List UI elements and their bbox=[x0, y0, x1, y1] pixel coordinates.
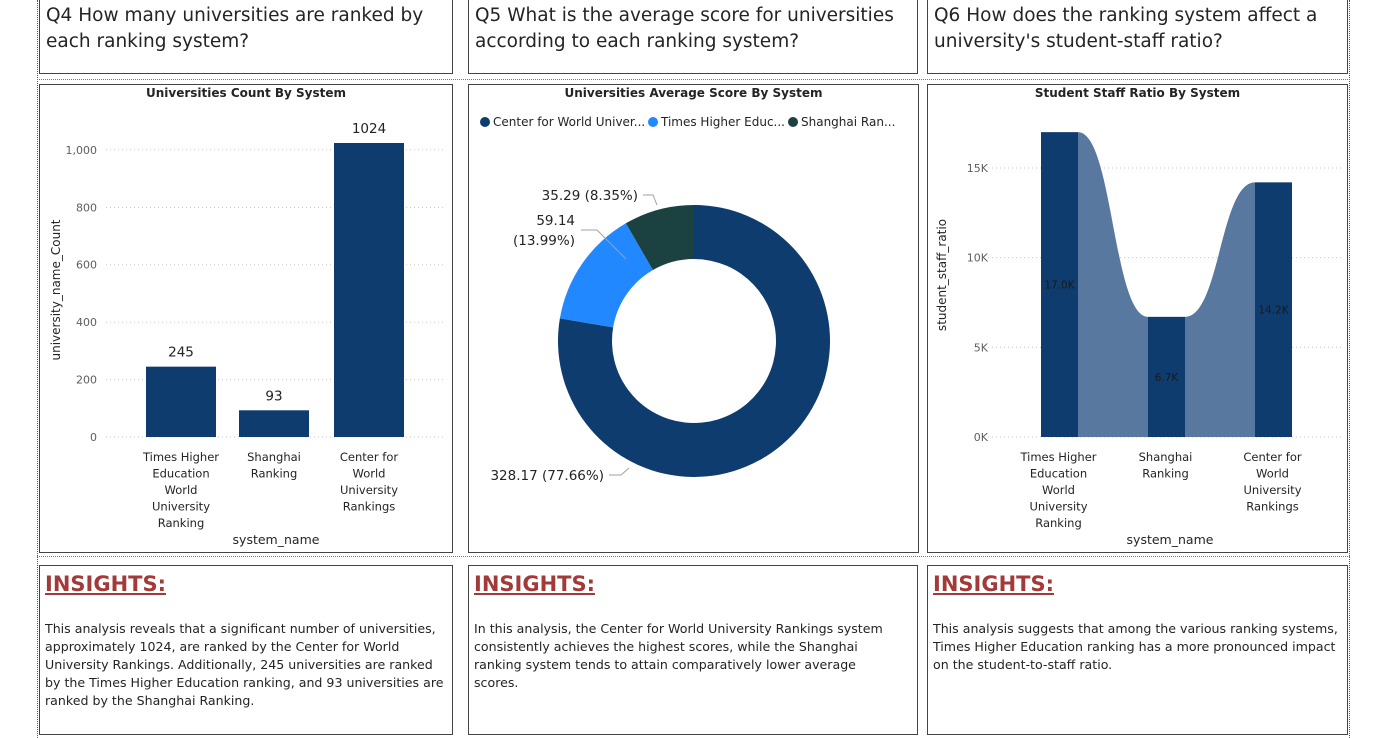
chart-average-score[interactable]: Universities Average Score By System Cen… bbox=[468, 84, 919, 553]
x-tick-label: Ranking bbox=[251, 467, 298, 481]
donut-chart-svg: Center for World Univer... Times Higher E… bbox=[480, 115, 895, 484]
insight-body: In this analysis, the Center for World U… bbox=[474, 621, 883, 690]
bar bbox=[1148, 316, 1185, 437]
chart-title: Student Staff Ratio By System bbox=[1034, 86, 1241, 100]
insight-card-q6: INSIGHTS: This analysis suggests that am… bbox=[927, 565, 1348, 735]
x-tick-label: Shanghai bbox=[247, 450, 301, 464]
y-tick-label: 1,000 bbox=[66, 144, 98, 157]
insight-card-q5: INSIGHTS: In this analysis, the Center f… bbox=[468, 565, 918, 735]
donut-slice bbox=[625, 205, 694, 271]
x-tick-label: Times Higher bbox=[142, 450, 219, 464]
x-tick-label: World bbox=[353, 467, 386, 481]
chart-title: Universities Count By System bbox=[145, 86, 347, 100]
x-axis-label: system_name bbox=[233, 532, 320, 547]
insight-title: INSIGHTS: bbox=[45, 572, 166, 596]
chart-student-staff-ratio[interactable]: Student Staff Ratio By System 0K 5K 10K 15K… bbox=[927, 84, 1348, 553]
data-label: 328.17 (77.66%) bbox=[490, 468, 604, 484]
question-card-q4: Q4 How many universities are ranked by e… bbox=[39, 0, 453, 74]
y-tick-label: 0 bbox=[90, 431, 97, 444]
insight-card-q4: INSIGHTS: This analysis reveals that a s… bbox=[39, 565, 453, 735]
data-label: 93 bbox=[265, 388, 282, 404]
y-tick-label: 15K bbox=[967, 162, 989, 175]
legend-item: Times Higher Educ... bbox=[660, 115, 785, 129]
y-tick-label: 200 bbox=[76, 374, 97, 387]
chart-universities-count[interactable]: Universities Count By System 0 200 400 600 8… bbox=[39, 84, 453, 553]
data-label: 6.7K bbox=[1155, 372, 1180, 384]
data-label: 59.14 bbox=[536, 213, 575, 229]
data-label: 14.2K bbox=[1258, 305, 1289, 317]
page-border-right bbox=[1349, 0, 1350, 738]
y-tick-label: 600 bbox=[76, 259, 97, 272]
leader-line bbox=[609, 467, 630, 476]
y-tick-label: 800 bbox=[76, 201, 97, 214]
x-tick-label: Center for bbox=[340, 450, 398, 464]
data-label: 245 bbox=[168, 345, 194, 361]
x-tick-label: Rankings bbox=[343, 500, 396, 514]
page-border-left bbox=[37, 0, 38, 738]
y-axis-label: student_staff_ratio bbox=[935, 219, 949, 331]
question-card-q6: Q6 How does the ranking system affect a … bbox=[927, 0, 1348, 74]
chart-title: Universities Average Score By System bbox=[564, 86, 823, 100]
y-tick-label: 10K bbox=[967, 252, 989, 265]
bar-chart-svg: 0 200 400 600 800 1,000 245 Times Higher Educati… bbox=[49, 121, 445, 547]
data-label: 35.29 (8.35%) bbox=[542, 188, 638, 204]
donut-slice bbox=[559, 223, 653, 328]
ribbon-connector bbox=[1185, 182, 1255, 437]
bar bbox=[146, 366, 216, 437]
x-tick-label: Education bbox=[152, 467, 209, 481]
x-tick-label: Times Higher bbox=[1019, 450, 1096, 464]
x-tick-label: World bbox=[165, 483, 198, 497]
x-axis-label: system_name bbox=[1127, 532, 1214, 547]
y-axis-label: university_name_Count bbox=[49, 219, 63, 360]
insight-title: INSIGHTS: bbox=[933, 572, 1054, 596]
x-tick-label: Ranking bbox=[158, 516, 205, 530]
leader-line bbox=[581, 229, 627, 260]
x-tick-label: University bbox=[152, 500, 210, 514]
data-label: 17.0K bbox=[1044, 280, 1075, 292]
insight-title: INSIGHTS: bbox=[474, 572, 595, 596]
y-tick-label: 5K bbox=[974, 341, 989, 354]
section-divider bbox=[37, 556, 1350, 557]
x-tick-label: University bbox=[340, 483, 398, 497]
x-tick-label: World bbox=[1042, 483, 1075, 497]
x-tick-label: Ranking bbox=[1142, 467, 1189, 481]
legend-marker bbox=[648, 117, 658, 127]
section-divider bbox=[37, 79, 1350, 80]
x-tick-label: University bbox=[1029, 500, 1087, 514]
x-tick-label: Shanghai bbox=[1139, 450, 1193, 464]
question-card-q5: Q5 What is the average score for univers… bbox=[468, 0, 918, 74]
legend-marker bbox=[480, 117, 490, 127]
insight-body: This analysis reveals that a significant… bbox=[45, 621, 444, 708]
bar bbox=[239, 410, 309, 437]
legend-item: Center for World Univer... bbox=[493, 115, 645, 129]
question-text: Q6 How does the ranking system affect a … bbox=[934, 5, 1318, 52]
donut-slice bbox=[558, 205, 830, 477]
y-tick-label: 0K bbox=[974, 431, 989, 444]
ribbon-chart-svg: 0K 5K 10K 15K 17.0K Times Higher Education Worl… bbox=[935, 132, 1343, 547]
legend-marker bbox=[788, 117, 798, 127]
question-text: Q4 How many universities are ranked by e… bbox=[46, 5, 424, 52]
y-tick-label: 400 bbox=[76, 316, 97, 329]
x-tick-label: Ranking bbox=[1035, 516, 1082, 530]
x-tick-label: Education bbox=[1030, 467, 1087, 481]
x-tick-label: World bbox=[1256, 467, 1289, 481]
bar bbox=[1255, 182, 1292, 437]
data-label: (13.99%) bbox=[513, 233, 575, 249]
data-label: 1024 bbox=[352, 121, 386, 137]
legend-item: Shanghai Ran... bbox=[801, 115, 895, 129]
leader-line bbox=[643, 194, 658, 206]
x-tick-label: Rankings bbox=[1246, 500, 1299, 514]
ribbon-connector bbox=[1078, 132, 1148, 437]
x-tick-label: Center for bbox=[1243, 450, 1301, 464]
question-text: Q5 What is the average score for univers… bbox=[475, 5, 894, 52]
bar bbox=[1041, 132, 1078, 437]
x-tick-label: University bbox=[1243, 483, 1301, 497]
insight-body: This analysis suggests that among the va… bbox=[933, 621, 1338, 672]
bar bbox=[334, 143, 404, 437]
